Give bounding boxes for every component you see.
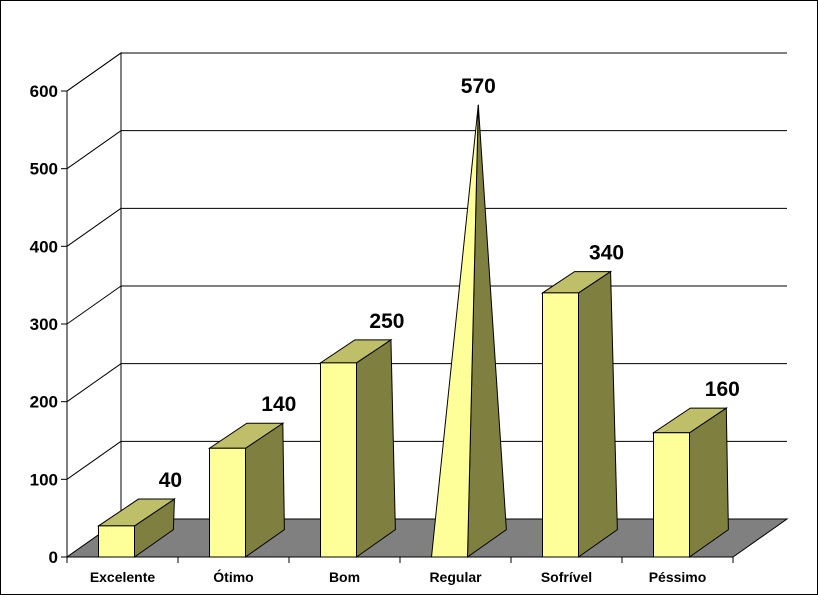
data-label: 140 bbox=[261, 393, 296, 416]
data-label: 160 bbox=[705, 378, 740, 401]
x-category-label: Ótimo bbox=[213, 568, 253, 585]
gridline-side bbox=[66, 52, 122, 92]
x-category-label: Regular bbox=[429, 569, 482, 585]
gridline-side bbox=[66, 440, 122, 480]
bar-group: 250 bbox=[318, 310, 404, 558]
x-category-label: Excelente bbox=[90, 569, 156, 585]
bars: 40 140 250 570 340 160 bbox=[96, 75, 740, 558]
bar-group: 140 bbox=[207, 393, 296, 558]
data-label: 40 bbox=[159, 469, 182, 492]
x-category-label: Bom bbox=[329, 569, 360, 585]
data-label: 250 bbox=[369, 310, 404, 333]
data-label: 340 bbox=[589, 242, 624, 265]
bar-front bbox=[209, 447, 246, 558]
gridline-side bbox=[66, 285, 122, 325]
y-tick-label: 100 bbox=[30, 470, 58, 489]
y-axis: 0 100 200 300 400 500 600 bbox=[30, 82, 68, 567]
y-tick-label: 500 bbox=[30, 160, 58, 179]
bar-front bbox=[98, 525, 135, 558]
y-tick-label: 400 bbox=[30, 237, 58, 256]
bar-front bbox=[653, 432, 690, 558]
data-label: 570 bbox=[461, 75, 496, 98]
bar-front bbox=[320, 362, 357, 558]
bar-side bbox=[356, 338, 396, 558]
y-tick-label: 200 bbox=[30, 393, 58, 412]
y-tick-label: 600 bbox=[30, 82, 58, 101]
bar-group: 40 bbox=[96, 469, 182, 558]
bar-side bbox=[578, 270, 618, 558]
bar-group: 570 bbox=[430, 75, 507, 558]
bar-front bbox=[542, 292, 579, 558]
gridline-side bbox=[66, 130, 122, 170]
x-category-label: Sofrível bbox=[541, 569, 592, 585]
x-category-label: Péssimo bbox=[649, 569, 707, 585]
gridlines bbox=[66, 52, 787, 480]
bar-group: 340 bbox=[540, 242, 624, 558]
gridline-side bbox=[66, 363, 122, 403]
y-tick-label: 0 bbox=[49, 548, 58, 567]
gridline-side bbox=[66, 207, 122, 247]
y-tick-label: 300 bbox=[30, 315, 58, 334]
x-axis: Excelente Ótimo Bom Regular Sofrível Péssimo bbox=[66, 556, 734, 585]
